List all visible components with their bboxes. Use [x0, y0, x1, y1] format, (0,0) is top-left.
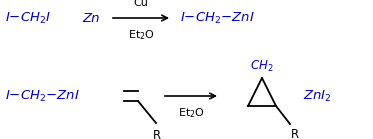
Text: R: R	[291, 128, 299, 139]
Text: Et$_2$O: Et$_2$O	[178, 106, 204, 120]
Text: Cu: Cu	[134, 0, 148, 8]
Text: Zn: Zn	[82, 12, 100, 24]
Text: Et$_2$O: Et$_2$O	[128, 28, 154, 42]
Text: R: R	[153, 129, 161, 139]
Text: ZnI$_2$: ZnI$_2$	[303, 88, 332, 104]
Text: I$-$CH$_2$$-$ZnI: I$-$CH$_2$$-$ZnI	[180, 10, 255, 26]
Text: I$-$CH$_2$$-$ZnI: I$-$CH$_2$$-$ZnI	[5, 88, 80, 104]
Text: I$-$CH$_2$I: I$-$CH$_2$I	[5, 10, 51, 26]
Text: CH$_2$: CH$_2$	[250, 59, 274, 74]
